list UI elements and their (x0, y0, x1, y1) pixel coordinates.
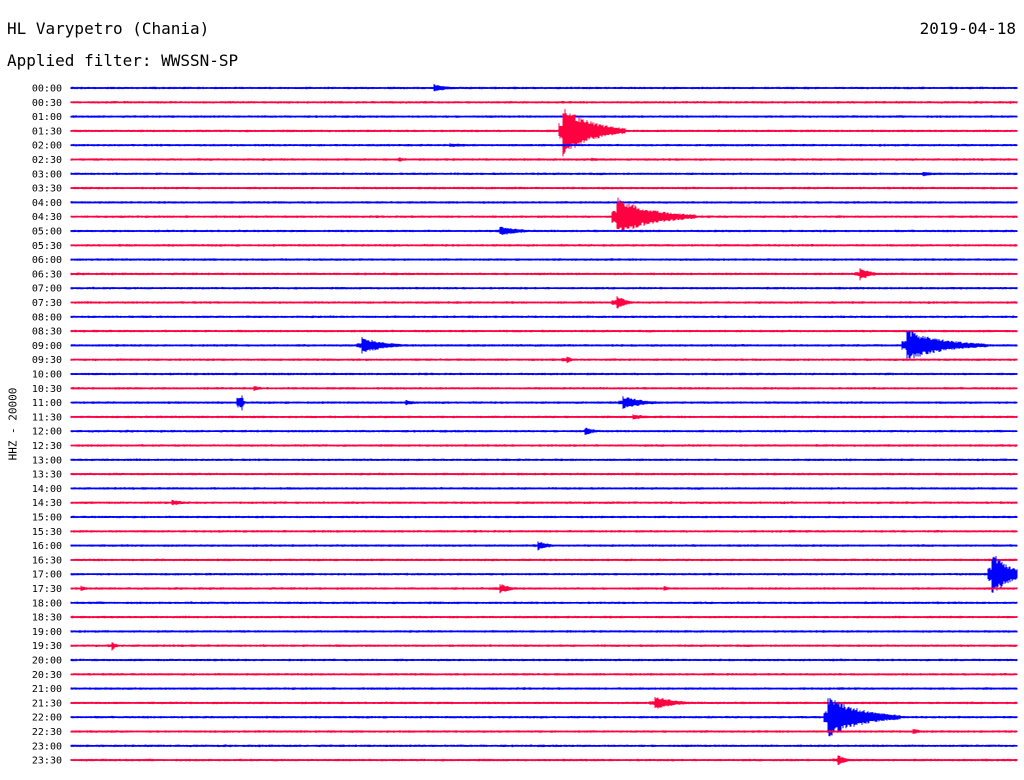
row-time-label: 05:00 (32, 227, 62, 238)
row-time-label: 14:30 (32, 498, 62, 509)
row-time-label: 12:30 (32, 441, 62, 452)
row-time-label: 02:30 (32, 155, 62, 166)
row-time-label: 14:00 (32, 484, 62, 495)
row-time-label: 17:30 (32, 584, 62, 595)
row-time-label: 10:30 (32, 384, 62, 395)
filter-label: Applied filter: WWSSN-SP (7, 51, 239, 70)
row-time-label: 09:30 (32, 355, 62, 366)
row-time-label: 18:30 (32, 613, 62, 624)
row-time-label: 01:00 (32, 112, 62, 123)
row-time-label: 07:30 (32, 298, 62, 309)
row-time-label: 19:30 (32, 641, 62, 652)
row-time-label: 11:00 (32, 398, 62, 409)
row-time-label: 16:00 (32, 541, 62, 552)
row-time-label: 01:30 (32, 126, 62, 137)
row-time-label: 07:00 (32, 284, 62, 295)
row-time-label: 13:00 (32, 455, 62, 466)
row-time-label: 00:30 (32, 98, 62, 109)
row-time-label: 20:30 (32, 670, 62, 681)
row-time-label: 20:00 (32, 656, 62, 667)
row-time-label: 06:00 (32, 255, 62, 266)
row-time-label: 00:00 (32, 84, 62, 95)
row-time-label: 04:00 (32, 198, 62, 209)
row-time-label: 08:00 (32, 312, 62, 323)
row-time-label: 18:00 (32, 598, 62, 609)
row-time-label: 05:30 (32, 241, 62, 252)
row-time-label: 21:00 (32, 684, 62, 695)
row-time-label: 03:30 (32, 184, 62, 195)
row-time-label: 15:30 (32, 527, 62, 538)
row-time-label: 08:30 (32, 327, 62, 338)
row-time-label: 04:30 (32, 212, 62, 223)
row-time-label: 12:00 (32, 427, 62, 438)
row-time-label: 22:00 (32, 713, 62, 724)
row-time-label: 02:00 (32, 141, 62, 152)
row-time-label: 19:00 (32, 627, 62, 638)
row-time-label: 06:30 (32, 269, 62, 280)
row-time-label: 17:00 (32, 570, 62, 581)
row-label-group: 00:00 00:30 01:00 01:30 02:00 02:30 03:00 03:30… (32, 84, 62, 767)
row-time-label: 23:00 (32, 741, 62, 752)
row-time-label: 13:30 (32, 470, 62, 481)
row-time-label: 22:30 (32, 727, 62, 738)
row-time-label: 21:30 (32, 698, 62, 709)
row-time-label: 16:30 (32, 555, 62, 566)
trace-group (70, 84, 1018, 765)
row-time-label: 11:30 (32, 412, 62, 423)
row-time-label: 10:00 (32, 370, 62, 381)
station-title: HL Varypetro (Chania) (7, 19, 210, 38)
row-time-label: 15:00 (32, 513, 62, 524)
record-date: 2019-04-18 (919, 19, 1016, 38)
row-time-label: 03:00 (32, 169, 62, 180)
row-time-label: 09:00 (32, 341, 62, 352)
row-time-label: 23:30 (32, 756, 62, 767)
